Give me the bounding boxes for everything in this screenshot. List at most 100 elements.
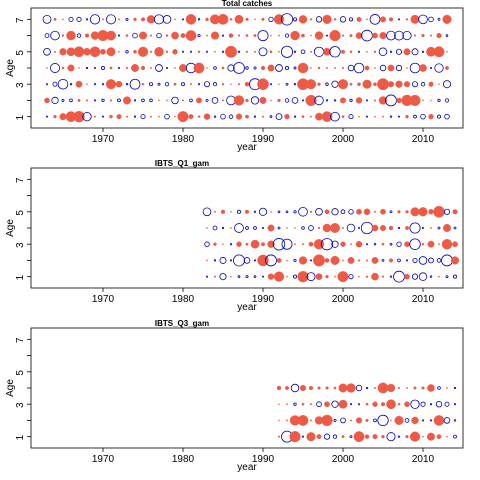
- residual-bubble: [341, 435, 345, 439]
- residual-bubble: [316, 401, 322, 408]
- residual-bubble: [306, 432, 316, 442]
- residual-bubble: [278, 83, 280, 86]
- residual-bubble: [106, 30, 116, 41]
- residual-bubble: [357, 82, 361, 87]
- residual-bubble: [420, 113, 426, 120]
- residual-bubble: [141, 98, 145, 103]
- chart-title: Total catches: [222, 0, 273, 8]
- residual-bubble: [298, 256, 308, 265]
- residual-bubble: [75, 80, 83, 88]
- residual-bubble: [125, 50, 129, 54]
- residual-bubble: [214, 50, 216, 53]
- residual-bubble: [166, 99, 168, 102]
- residual-bubble: [197, 83, 201, 86]
- residual-bubble: [436, 258, 442, 263]
- residual-bubble: [149, 82, 153, 87]
- residual-bubble: [89, 46, 101, 58]
- residual-bubble: [365, 275, 369, 278]
- residual-bubble: [438, 83, 440, 86]
- residual-bubble: [150, 67, 152, 69]
- residual-bubble: [261, 226, 265, 230]
- y-tick-label: 1: [15, 114, 26, 120]
- residual-bubble: [286, 259, 288, 262]
- residual-bubble: [433, 205, 445, 218]
- residual-bubble: [331, 400, 339, 408]
- residual-bubble: [66, 30, 76, 41]
- residual-bubble: [293, 258, 297, 263]
- residual-bubble: [445, 275, 449, 279]
- residual-bubble: [325, 34, 328, 37]
- residual-bubble: [53, 17, 57, 21]
- residual-bubble: [374, 115, 376, 118]
- residual-bubble: [267, 224, 275, 232]
- residual-bubble: [86, 83, 88, 86]
- residual-bubble: [237, 83, 241, 86]
- residual-bubble: [333, 418, 337, 422]
- residual-bubble: [378, 47, 388, 57]
- residual-bubble: [353, 431, 365, 443]
- residual-bubble: [342, 259, 344, 262]
- y-tick-label: 7: [15, 177, 26, 183]
- residual-bubble: [165, 67, 168, 70]
- residual-bubble: [325, 386, 329, 390]
- residual-bubble: [277, 210, 281, 214]
- x-tick-label: 2000: [332, 454, 355, 465]
- residual-bubble: [330, 111, 340, 122]
- residual-bubble: [443, 208, 451, 215]
- residual-bubble: [230, 83, 232, 86]
- residual-bubble: [228, 33, 234, 38]
- residual-bubble: [269, 115, 273, 119]
- residual-bubble: [397, 226, 401, 230]
- residual-bubble: [69, 98, 73, 103]
- residual-bubble: [429, 275, 433, 278]
- residual-bubble: [245, 242, 249, 246]
- y-axis-label: Age: [5, 219, 16, 237]
- residual-bubble: [410, 399, 420, 409]
- x-axis-label: year: [237, 462, 257, 473]
- residual-bubble: [381, 434, 385, 439]
- residual-bubble: [445, 66, 449, 70]
- residual-bubble: [324, 209, 330, 215]
- residual-bubble: [309, 210, 313, 213]
- residual-bubble: [155, 64, 163, 72]
- residual-bubble: [437, 386, 441, 390]
- residual-bubble: [315, 273, 323, 280]
- residual-bubble: [404, 401, 410, 408]
- residual-bubble: [165, 34, 169, 37]
- residual-bubble: [429, 34, 433, 37]
- residual-bubble: [314, 95, 324, 106]
- residual-bubble: [140, 65, 146, 71]
- residual-bubble: [182, 99, 184, 102]
- residual-bubble: [389, 242, 393, 246]
- residual-bubble: [253, 115, 257, 118]
- x-tick-label: 1980: [172, 454, 195, 465]
- residual-bubble: [73, 110, 85, 123]
- bubble-series: [276, 382, 457, 443]
- residual-bubble: [306, 272, 316, 282]
- residual-bubble: [405, 114, 409, 119]
- residual-bubble: [261, 275, 264, 278]
- residual-bubble: [320, 238, 334, 251]
- residual-bubble: [395, 80, 403, 88]
- residual-bubble: [317, 386, 321, 390]
- residual-bubble: [406, 67, 408, 69]
- residual-bubble: [284, 33, 290, 38]
- residual-bubble: [411, 48, 419, 56]
- residual-bubble: [380, 208, 386, 215]
- residual-bubble: [253, 66, 257, 70]
- residual-bubble: [61, 66, 65, 70]
- residual-bubble: [373, 242, 377, 246]
- residual-bubble: [394, 415, 404, 425]
- residual-bubble: [243, 257, 251, 264]
- residual-bubble: [377, 78, 389, 91]
- residual-bubble: [396, 97, 402, 104]
- residual-bubble: [67, 64, 75, 72]
- residual-bubble: [395, 64, 403, 72]
- residual-bubble: [78, 67, 80, 69]
- residual-bubble: [434, 63, 444, 73]
- residual-bubble: [314, 31, 324, 40]
- residual-bubble: [428, 209, 434, 215]
- residual-bubble: [346, 223, 356, 233]
- residual-bubble: [284, 98, 290, 103]
- residual-bubble: [333, 18, 337, 21]
